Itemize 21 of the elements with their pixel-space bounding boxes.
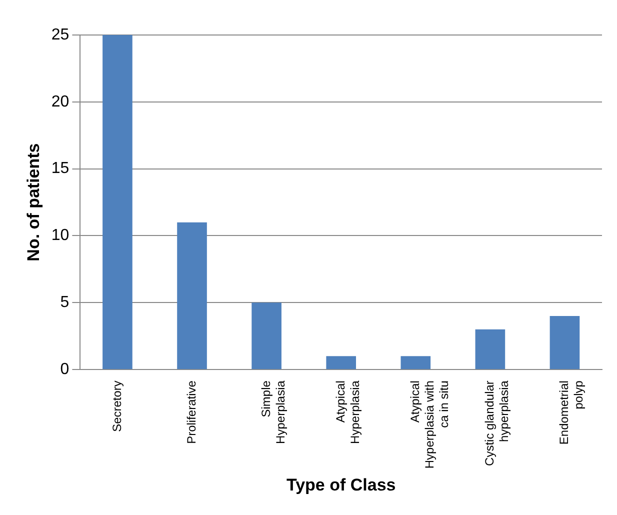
- y-tick-label: 5: [60, 294, 70, 312]
- bar: [400, 356, 431, 370]
- x-tick-label: Simple Hyperplasia: [258, 380, 288, 444]
- y-tick-label: 0: [60, 360, 70, 378]
- bar: [550, 316, 580, 370]
- x-tick-label: Atypical Hyperplasia with ca in situ: [408, 380, 451, 469]
- bar: [102, 35, 132, 370]
- x-tick-label: Secretory: [110, 380, 124, 432]
- bar: [326, 356, 356, 370]
- x-tick-label: Proliferative: [184, 380, 198, 444]
- bar: [177, 222, 207, 370]
- y-tick-label: 15: [51, 160, 70, 178]
- x-tick-label: Endometrial polyp: [557, 380, 586, 445]
- y-tick-label: 20: [51, 93, 70, 110]
- y-axis-title: No. of patients: [24, 143, 43, 262]
- bar: [475, 329, 506, 370]
- x-axis-title: Type of Class: [286, 475, 396, 494]
- y-tick-label: 10: [51, 227, 70, 244]
- x-tick-label: Atypical Hyperplasia: [333, 380, 362, 444]
- y-tick-label: 25: [51, 26, 70, 44]
- bar: [252, 302, 282, 370]
